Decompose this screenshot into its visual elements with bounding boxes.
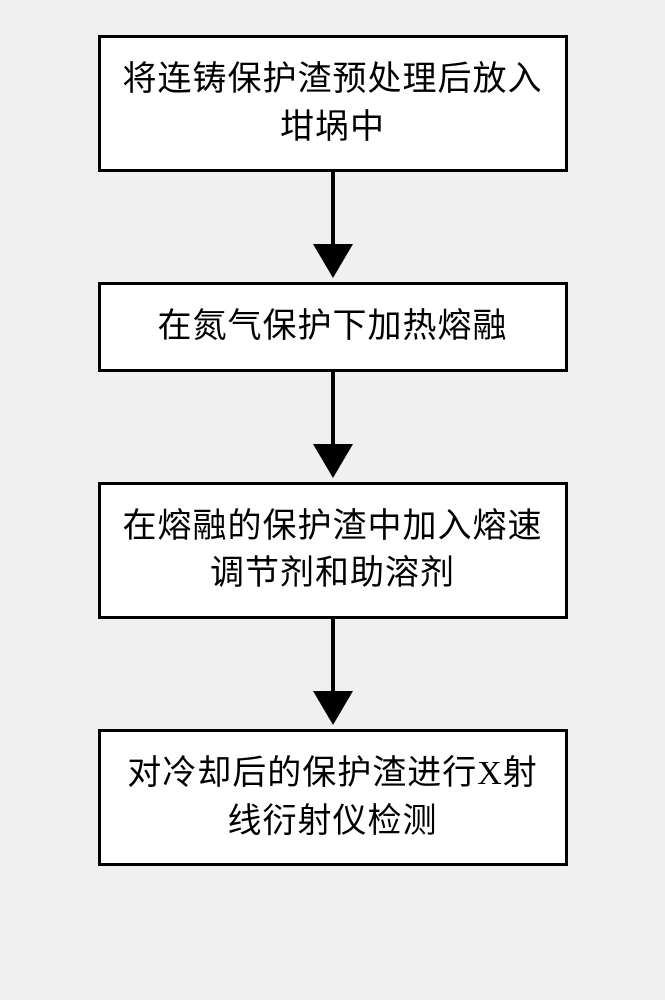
arrow-line-icon bbox=[331, 372, 335, 444]
arrow-line-icon bbox=[331, 619, 335, 691]
arrow-head-icon bbox=[313, 244, 353, 278]
arrow-2 bbox=[313, 372, 353, 482]
arrow-line-icon bbox=[331, 172, 335, 244]
arrow-1 bbox=[313, 172, 353, 282]
flowchart-step-3: 在熔融的保护渣中加入熔速调节剂和助溶剂 bbox=[98, 482, 568, 619]
flowchart-step-1: 将连铸保护渣预处理后放入坩埚中 bbox=[98, 35, 568, 172]
flowchart-step-4: 对冷却后的保护渣进行X射线衍射仪检测 bbox=[98, 729, 568, 866]
step-text: 在氮气保护下加热熔融 bbox=[158, 303, 508, 351]
arrow-3 bbox=[313, 619, 353, 729]
step-text: 在熔融的保护渣中加入熔速调节剂和助溶剂 bbox=[121, 503, 545, 598]
arrow-head-icon bbox=[313, 444, 353, 478]
arrow-head-icon bbox=[313, 691, 353, 725]
flowchart-step-2: 在氮气保护下加热熔融 bbox=[98, 282, 568, 372]
step-text: 对冷却后的保护渣进行X射线衍射仪检测 bbox=[121, 750, 545, 845]
step-text: 将连铸保护渣预处理后放入坩埚中 bbox=[121, 56, 545, 151]
